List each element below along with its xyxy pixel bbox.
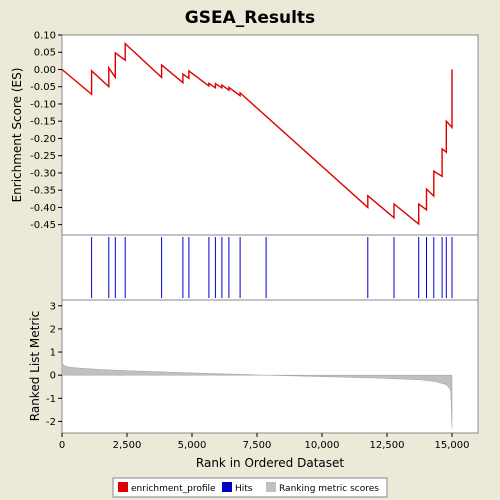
es-tick-label-0: 0.10 bbox=[34, 31, 56, 42]
metric-tick-label-1: 2 bbox=[50, 324, 56, 335]
es-tick-label-8: -0.30 bbox=[30, 168, 56, 179]
x-tick-label-6: 15,000 bbox=[435, 440, 470, 451]
es-tick-label-9: -0.35 bbox=[30, 186, 56, 197]
x-tick-label-3: 7,500 bbox=[243, 440, 272, 451]
es-tick-label-1: 0.05 bbox=[34, 48, 56, 59]
es-tick-label-4: -0.10 bbox=[30, 99, 56, 110]
legend-label-hits: Hits bbox=[235, 484, 253, 494]
metric-panel bbox=[61, 299, 479, 434]
metric-y-label: Ranked List Metric bbox=[28, 311, 42, 421]
x-tick-label-2: 5,000 bbox=[178, 440, 207, 451]
legend-label-enrichment: enrichment_profile bbox=[131, 484, 216, 494]
legend-label-metric: Ranking metric scores bbox=[279, 484, 379, 494]
metric-y-axis: 3 2 1 0 -1 -2 bbox=[46, 301, 62, 428]
chart-title: GSEA_Results bbox=[185, 8, 315, 28]
x-tick-label-5: 12,500 bbox=[370, 440, 405, 451]
metric-tick-label-5: -2 bbox=[46, 417, 56, 428]
legend-swatch-enrichment bbox=[118, 482, 128, 492]
metric-tick-label-0: 3 bbox=[50, 301, 56, 312]
legend-swatch-hits bbox=[222, 482, 232, 492]
metric-tick-label-2: 1 bbox=[50, 348, 56, 359]
es-tick-label-2: 0.00 bbox=[34, 65, 56, 76]
x-axis-label: Rank in Ordered Dataset bbox=[196, 456, 344, 470]
enrichment-panel bbox=[61, 34, 479, 236]
metric-series bbox=[61, 362, 453, 429]
enrichment-profile-line bbox=[61, 41, 453, 226]
es-tick-label-7: -0.25 bbox=[30, 151, 56, 162]
es-tick-label-6: -0.20 bbox=[30, 134, 56, 145]
legend-box bbox=[112, 477, 388, 498]
metric-tick-label-3: 0 bbox=[50, 371, 56, 382]
es-tick-label-10: -0.40 bbox=[30, 203, 56, 214]
es-tick-label-3: -0.05 bbox=[30, 82, 56, 93]
x-tick-label-0: 0 bbox=[59, 440, 65, 451]
x-tick-label-1: 2,500 bbox=[113, 440, 142, 451]
x-axis: 0 2,500 5,000 7,500 10,000 12,500 15,000 bbox=[59, 433, 470, 451]
es-tick-label-5: -0.15 bbox=[30, 117, 56, 128]
hit-lines bbox=[91, 237, 453, 298]
legend: enrichment_profile Hits Ranking metric s… bbox=[112, 477, 388, 498]
enrichment-series bbox=[61, 41, 453, 226]
enrichment-y-label: Enrichment Score (ES) bbox=[10, 68, 24, 203]
es-tick-label-11: -0.45 bbox=[30, 220, 56, 231]
enrichment-y-axis: 0.10 0.05 0.00 -0.05 -0.10 -0.15 -0.20 -0.25 -0.… bbox=[30, 31, 62, 231]
hits-panel bbox=[61, 234, 479, 301]
metric-area bbox=[61, 362, 453, 429]
metric-tick-label-4: -1 bbox=[46, 394, 56, 405]
legend-swatch-metric bbox=[266, 482, 276, 492]
x-tick-label-4: 10,000 bbox=[305, 440, 340, 451]
